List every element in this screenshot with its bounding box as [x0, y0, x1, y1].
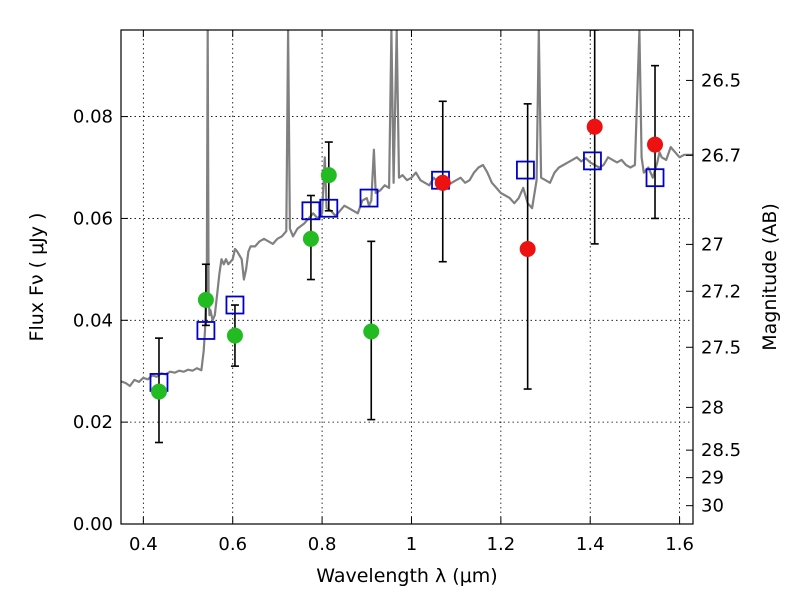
y2-tick-label: 26.5 — [701, 70, 741, 91]
plot-frame — [120, 29, 694, 525]
y2-tick-label: 27.2 — [701, 281, 741, 302]
observed-point-red — [586, 118, 603, 135]
model-photometry-square — [583, 151, 602, 171]
model-photometry-square — [319, 198, 339, 218]
model-photometry-square — [516, 160, 535, 180]
observed-point-red — [647, 136, 664, 153]
x-tick-label: 0.6 — [218, 534, 247, 555]
x-tick-label: 1 — [406, 534, 417, 555]
model-photometry-square — [196, 321, 216, 340]
x-tick-label: 1.2 — [487, 534, 516, 555]
y-tick-label: 0.06 — [73, 208, 113, 229]
y2-tick-label: 27 — [701, 234, 724, 255]
axis-ticks — [121, 30, 693, 525]
y2-tick-label: 27.5 — [701, 337, 741, 358]
model-photometry-square — [645, 168, 665, 188]
y-tick-label: 0.04 — [73, 310, 113, 331]
y2-tick-label: 29 — [701, 468, 724, 489]
model-photometry-square — [225, 295, 245, 315]
x-tick-label: 0.4 — [129, 534, 158, 555]
x-tick-label: 1.6 — [665, 534, 694, 555]
observed-point-green — [226, 327, 243, 344]
y2-tick-label: 28 — [701, 397, 724, 418]
x-tick-label: 1.4 — [576, 534, 605, 555]
x-tick-label: 0.8 — [308, 534, 337, 555]
observed-point-green — [302, 230, 319, 247]
y-tick-label: 0.02 — [73, 412, 113, 433]
model-photometry-square — [359, 188, 379, 208]
y2-tick-label: 28.5 — [701, 440, 741, 461]
y-axis-title: Flux Fν ( μJy ) — [26, 213, 48, 342]
y2-axis-title: Magnitude (AB) — [759, 203, 781, 351]
tick-labels: 0.4 0.6 0.8 1 1.2 1.4 1.6 0.00 0.02 0.04 0.06 0.08 2… — [73, 70, 741, 555]
y-tick-label: 0.08 — [73, 107, 113, 128]
grid — [121, 30, 693, 524]
x-axis-title: Wavelength λ (μm) — [316, 565, 497, 587]
y-tick-label: 0.00 — [73, 514, 113, 535]
y2-tick-label: 30 — [701, 496, 724, 517]
observed-point-red — [434, 174, 451, 191]
observed-point-green — [320, 167, 337, 184]
observed-point-green — [150, 383, 167, 400]
observed-point-green — [197, 291, 214, 308]
observed-point-green — [363, 323, 380, 340]
observed-point-red — [519, 240, 536, 257]
plot-area — [121, 30, 693, 444]
y2-tick-label: 26.7 — [701, 145, 741, 166]
